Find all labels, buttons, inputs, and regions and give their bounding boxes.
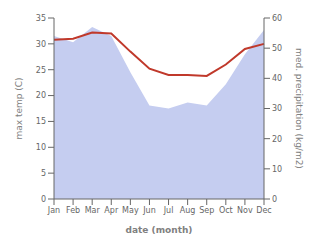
svg-text:med. precipitation (kg/m2): med. precipitation (kg/m2)	[294, 48, 304, 169]
svg-text:date (month): date (month)	[126, 225, 193, 235]
svg-text:30: 30	[272, 104, 282, 113]
svg-text:30: 30	[36, 40, 46, 49]
svg-text:40: 40	[272, 74, 282, 83]
svg-text:10: 10	[272, 165, 282, 174]
svg-text:Nov: Nov	[237, 206, 253, 215]
svg-text:Oct: Oct	[219, 206, 233, 215]
svg-text:25: 25	[36, 66, 46, 75]
svg-text:Jul: Jul	[163, 206, 174, 215]
svg-text:0: 0	[272, 195, 277, 204]
svg-text:50: 50	[272, 44, 282, 53]
svg-text:Aug: Aug	[180, 206, 196, 215]
svg-text:60: 60	[272, 14, 282, 23]
svg-text:35: 35	[36, 14, 46, 23]
svg-text:Apr: Apr	[104, 206, 119, 215]
svg-text:Jan: Jan	[47, 206, 60, 215]
svg-text:Mar: Mar	[85, 206, 101, 215]
svg-text:5: 5	[41, 169, 46, 178]
svg-text:Sep: Sep	[199, 206, 214, 215]
svg-text:0: 0	[41, 195, 46, 204]
svg-text:Dec: Dec	[256, 206, 271, 215]
svg-text:20: 20	[36, 91, 46, 100]
svg-text:20: 20	[272, 135, 282, 144]
svg-text:15: 15	[36, 117, 46, 126]
svg-text:10: 10	[36, 143, 46, 152]
svg-text:max temp (C): max temp (C)	[14, 77, 24, 139]
svg-text:May: May	[122, 206, 139, 215]
svg-text:Feb: Feb	[66, 206, 80, 215]
svg-text:Jun: Jun	[142, 206, 156, 215]
